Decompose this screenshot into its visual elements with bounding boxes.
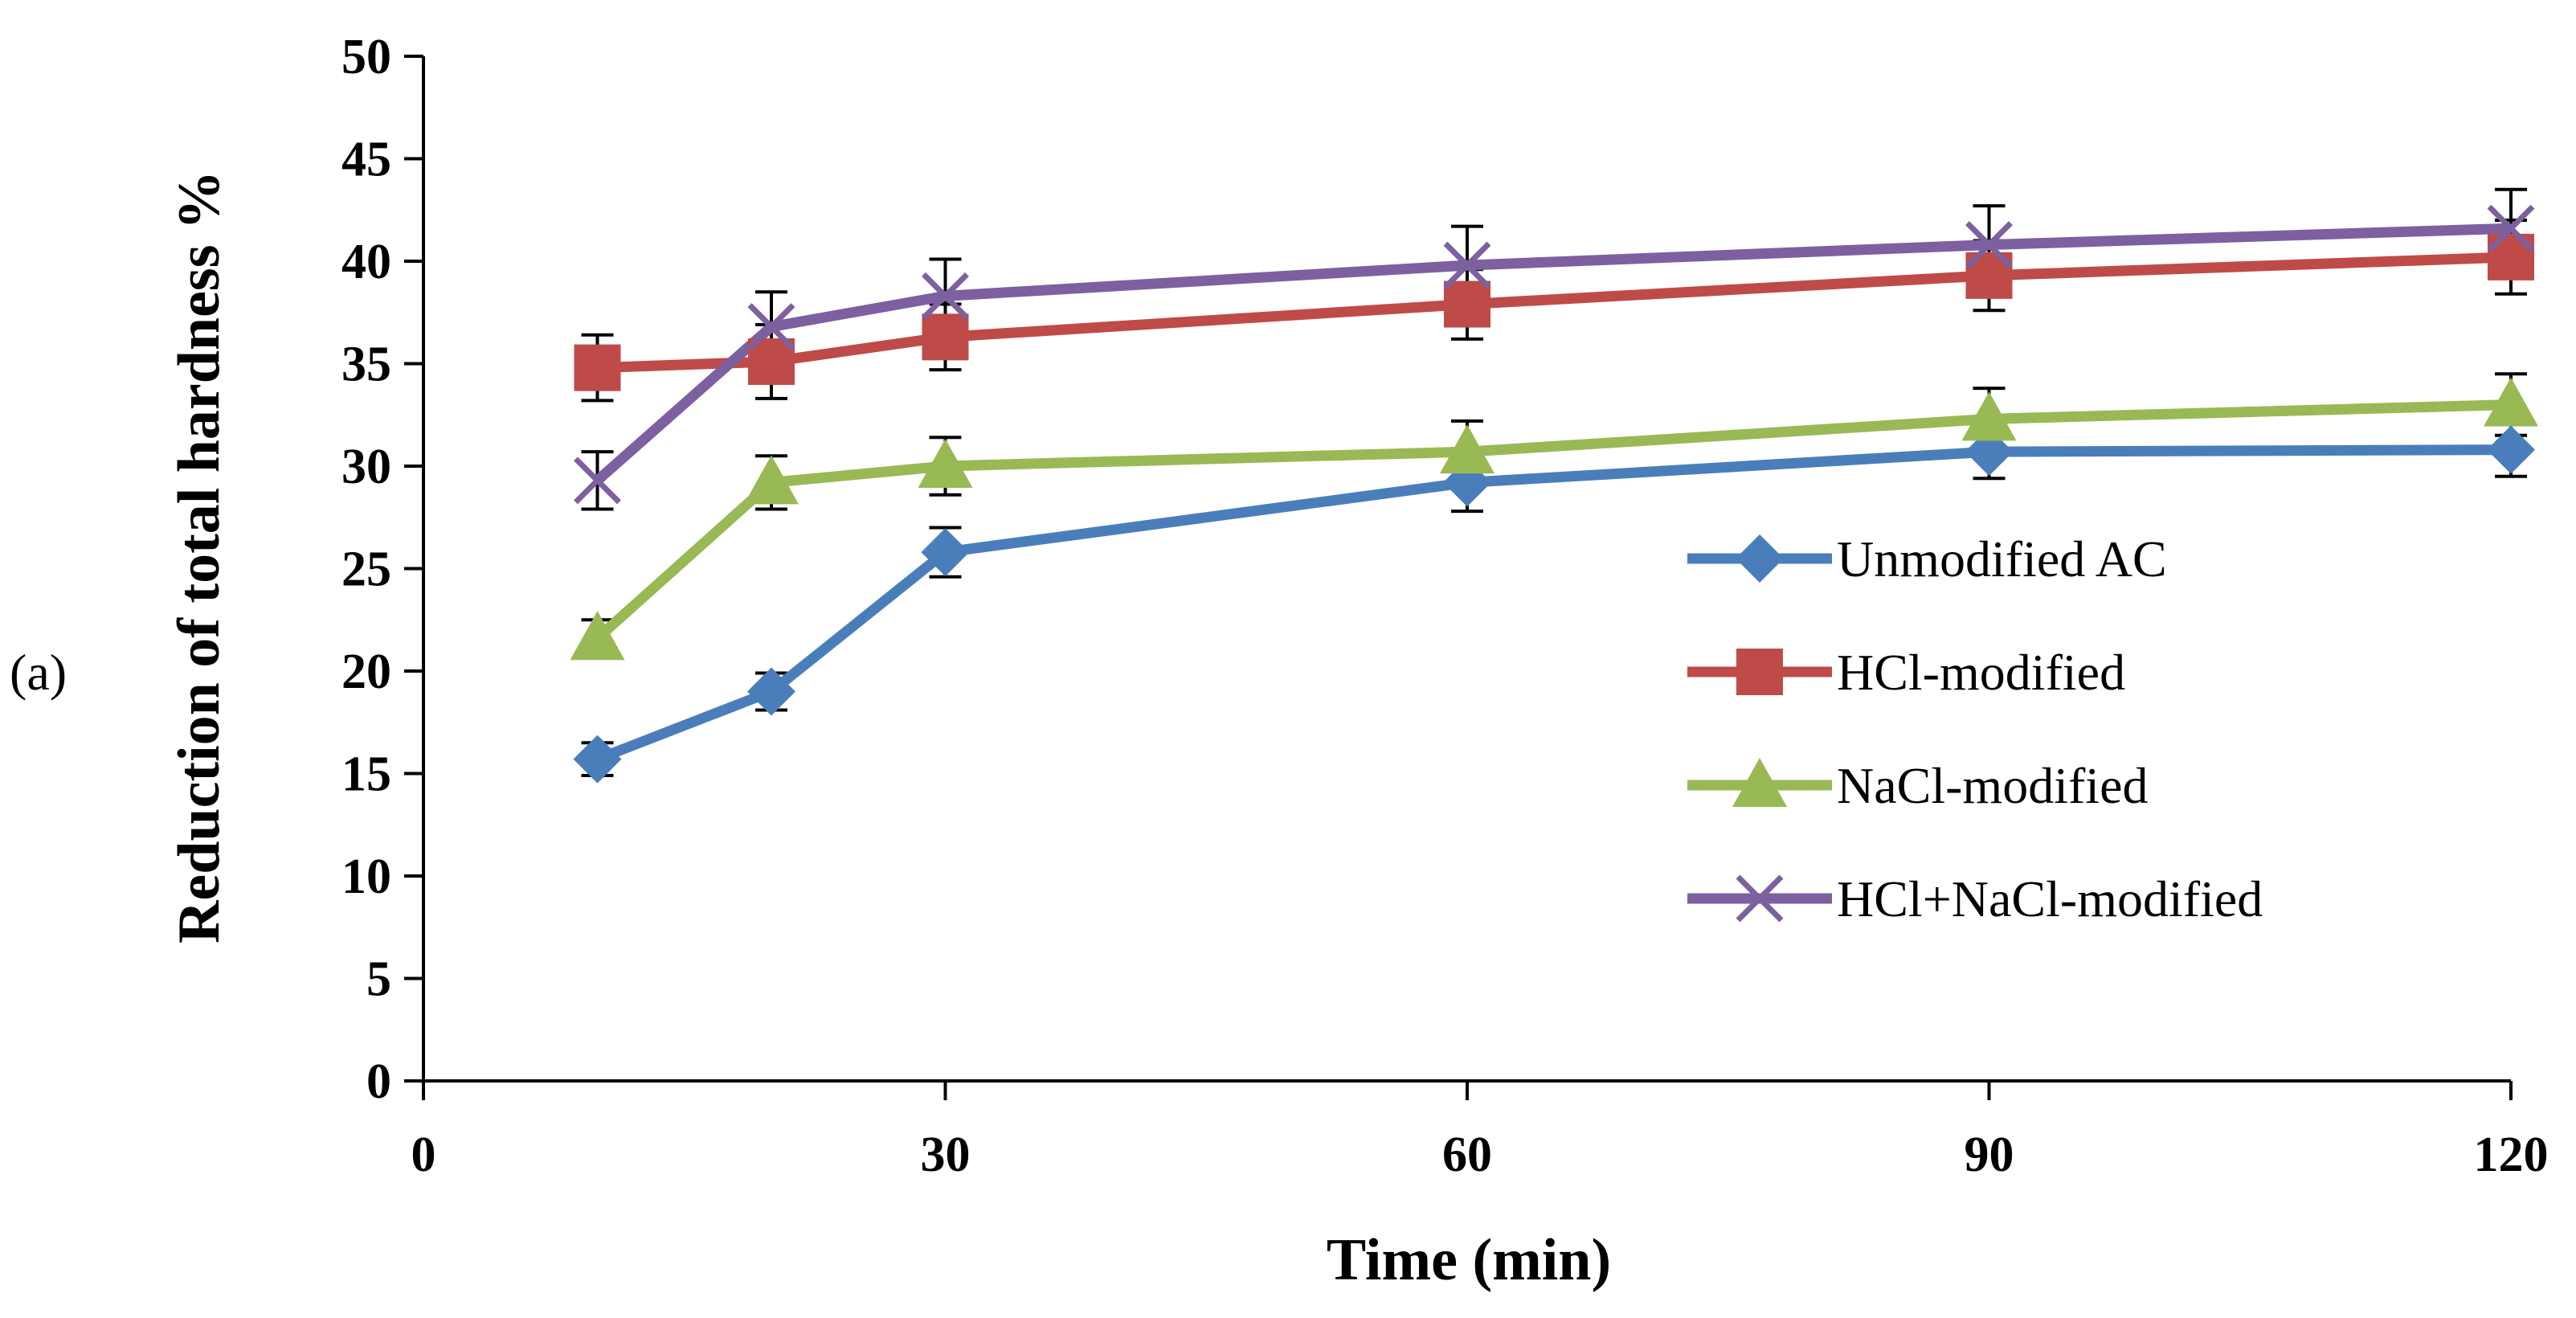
legend-label: HCl+NaCl-modified — [1837, 870, 2263, 927]
hcl-nacl-modified-point — [2487, 204, 2535, 252]
y-tick-label: 25 — [341, 542, 391, 597]
y-axis-title: Reduction of total hardness % — [166, 170, 232, 943]
y-tick-label: 40 — [341, 235, 391, 289]
hcl-modified-line — [597, 252, 2512, 374]
y-tick-label: 30 — [341, 440, 391, 494]
nacl-modified-point — [570, 611, 625, 661]
legend-label: HCl-modified — [1837, 644, 2125, 701]
unmodified-ac-point — [2487, 425, 2535, 474]
x-marker-stroke — [1736, 874, 1784, 923]
unmodified-ac-point — [573, 735, 622, 784]
x-marker-stroke — [1965, 221, 2013, 269]
x-marker-stroke — [2487, 204, 2535, 252]
legend-item-hcl-nacl-modified: HCl+NaCl-modified — [1687, 870, 2263, 927]
y-tick-label: 45 — [341, 133, 391, 187]
x-marker-stroke — [574, 456, 621, 505]
x-marker-stroke — [747, 303, 795, 351]
x-marker-stroke — [922, 272, 969, 320]
y-tick-label: 0 — [366, 1054, 391, 1109]
legend-label: NaCl-modified — [1837, 757, 2148, 814]
hcl-modified-point — [1444, 280, 1490, 328]
hcl-modified-point — [922, 313, 969, 361]
hcl-modified-point — [574, 344, 621, 391]
series-lines — [594, 223, 2512, 764]
unmodified-ac-line — [595, 444, 2512, 764]
x-axis-title: Time (min) — [1327, 1227, 1611, 1293]
x-tick-label: 60 — [1442, 1128, 1492, 1182]
x-tick-label: 30 — [921, 1128, 971, 1182]
unmodified-ac-point — [921, 528, 970, 577]
y-tick-label: 20 — [341, 645, 391, 699]
y-tick-label: 50 — [341, 30, 391, 84]
nacl-modified-point — [2484, 377, 2538, 427]
nacl-modified-point — [1961, 391, 2017, 441]
data-markers — [570, 204, 2538, 784]
legend-swatch-marker — [1736, 534, 1784, 583]
panel-label: (a) — [10, 644, 67, 701]
legend-item-unmodified-ac: Unmodified AC — [1687, 530, 2167, 587]
axes: 0 5 10 15 20 25 30 35 40 45 50 0 30 60 90 120 — [341, 30, 2549, 1182]
hcl-nacl-modified-point — [1965, 221, 2013, 269]
nacl-modified-line — [594, 399, 2512, 643]
x-tick-label: 90 — [1965, 1128, 2014, 1182]
y-tick-label: 15 — [341, 747, 391, 802]
legend-swatch-marker — [1736, 649, 1783, 695]
legend-swatch-marker — [1736, 874, 1784, 923]
hcl-nacl-modified-point — [922, 272, 969, 320]
hcl-nacl-modified-line — [594, 223, 2512, 485]
legend: Unmodified AC HCl-modified NaCl-modified HC… — [1687, 530, 2263, 927]
legend-item-nacl-modified: NaCl-modified — [1687, 757, 2148, 814]
legend-swatch-marker — [1732, 758, 1787, 807]
nacl-modified-point — [918, 439, 973, 488]
hcl-nacl-modified-point — [1443, 241, 1491, 289]
nacl-modified-point — [1440, 424, 1494, 474]
legend-label: Unmodified AC — [1837, 530, 2167, 587]
x-tick-label: 0 — [411, 1128, 436, 1182]
y-tick-label: 5 — [366, 952, 391, 1007]
x-tick-label: 120 — [2474, 1128, 2549, 1182]
hcl-nacl-modified-point — [747, 303, 795, 351]
y-tick-label: 35 — [341, 338, 391, 392]
hcl-nacl-modified-point — [574, 456, 621, 505]
unmodified-ac-point — [747, 667, 795, 716]
nacl-modified-point — [744, 455, 799, 505]
x-marker-stroke — [1443, 241, 1491, 289]
y-tick-label: 10 — [341, 849, 391, 904]
legend-item-hcl-modified: HCl-modified — [1687, 644, 2125, 701]
